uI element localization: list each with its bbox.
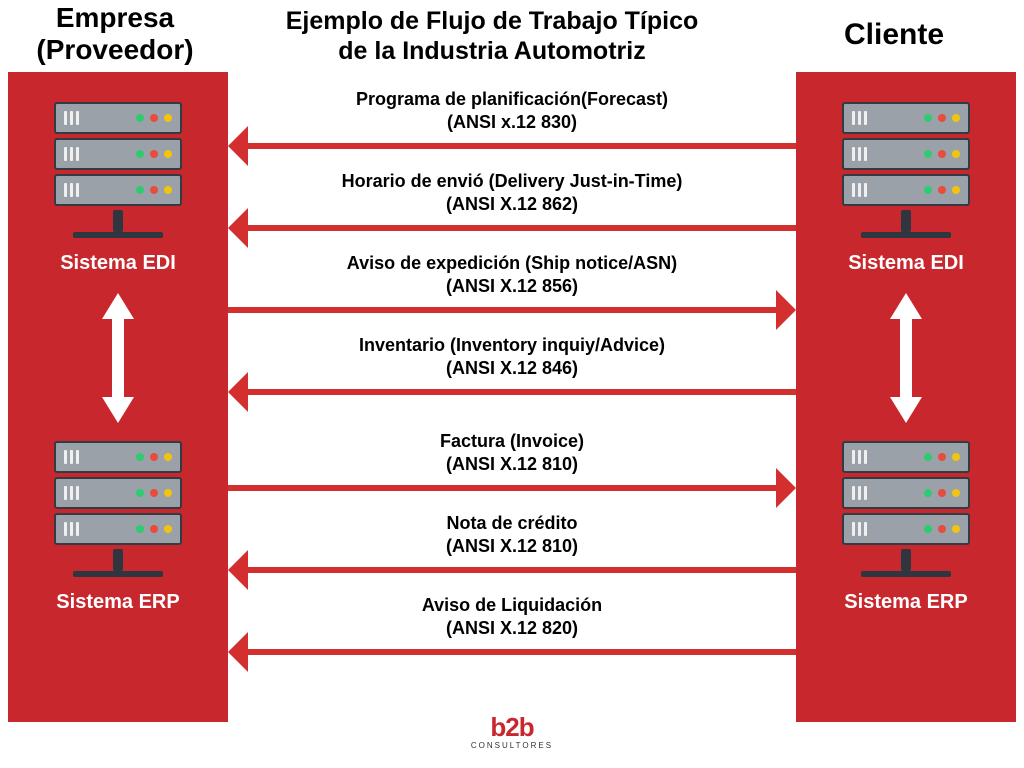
flow-row-3: Inventario (Inventory inquiy/Advice)(ANS… <box>232 334 792 416</box>
client-edi-server-icon <box>842 102 970 238</box>
b2b-logo: b2b CONSULTORES <box>0 712 1024 750</box>
diagram-title-line1: Ejemplo de Flujo de Trabajo Típico <box>232 6 752 36</box>
flow-row-4: Factura (Invoice)(ANSI X.12 810) <box>232 430 792 512</box>
arrow-left-icon <box>228 208 796 248</box>
arrow-left-icon <box>228 550 796 590</box>
flow-row-1: Horario de envió (Delivery Just-in-Time)… <box>232 170 792 252</box>
header-client: Cliente <box>794 18 994 52</box>
arrow-left-icon <box>228 126 796 166</box>
supplier-edi-label: Sistema EDI <box>60 252 176 275</box>
flow-row-0: Programa de planificación(Forecast)(ANSI… <box>232 88 792 170</box>
flow-row-2: Aviso de expedición (Ship notice/ASN)(AN… <box>232 252 792 334</box>
header-client-label: Cliente <box>844 18 944 51</box>
flow-row-6: Aviso de Liquidación(ANSI X.12 820) <box>232 594 792 676</box>
supplier-erp-label: Sistema ERP <box>56 591 179 614</box>
supplier-edi-server-icon <box>54 102 182 238</box>
flow-area: Programa de planificación(Forecast)(ANSI… <box>232 88 792 676</box>
supplier-erp-server-icon <box>54 441 182 577</box>
arrow-right-icon <box>228 468 796 508</box>
header-supplier: Empresa (Proveedor) <box>0 2 230 66</box>
arrow-left-icon <box>228 372 796 412</box>
client-erp-label: Sistema ERP <box>844 591 967 614</box>
flow-row-5: Nota de crédito(ANSI X.12 810) <box>232 512 792 594</box>
logo-sub: CONSULTORES <box>471 741 553 750</box>
supplier-link-arrow-icon <box>98 293 138 423</box>
header-supplier-line1: Empresa <box>0 2 230 34</box>
logo-main: b2b <box>490 712 533 743</box>
header-supplier-line2: (Proveedor) <box>0 34 230 66</box>
diagram-title: Ejemplo de Flujo de Trabajo Típico de la… <box>232 6 752 66</box>
client-panel: Sistema EDI Sistema ERP <box>796 72 1016 722</box>
client-link-arrow-icon <box>886 293 926 423</box>
arrow-right-icon <box>228 290 796 330</box>
diagram-title-line2: de la Industria Automotriz <box>232 36 752 66</box>
supplier-panel: Sistema EDI Sistema ERP <box>8 72 228 722</box>
client-edi-label: Sistema EDI <box>848 252 964 275</box>
client-erp-server-icon <box>842 441 970 577</box>
arrow-left-icon <box>228 632 796 672</box>
